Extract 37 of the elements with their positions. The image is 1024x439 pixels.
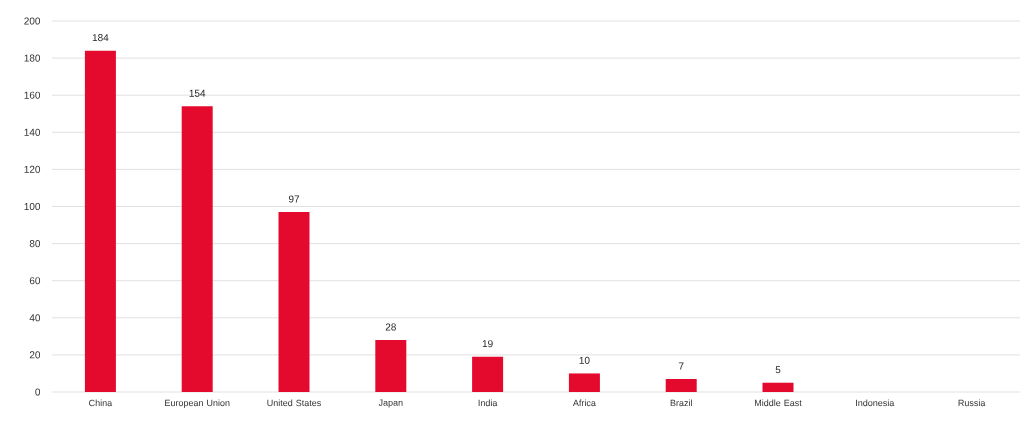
y-tick-label: 80 <box>29 240 41 248</box>
y-tick-label: 20 <box>29 351 41 359</box>
data-label: 184 <box>92 34 109 42</box>
y-tick-label: 60 <box>29 277 41 285</box>
bar <box>472 356 504 392</box>
y-tick-label: 140 <box>24 128 41 136</box>
x-tick-label: India <box>478 399 498 407</box>
x-tick-label: Russia <box>958 399 986 407</box>
bar <box>762 382 794 392</box>
x-tick-label: European Union <box>165 399 230 408</box>
y-tick-label: 0 <box>35 388 41 396</box>
x-tick-label: Africa <box>572 399 596 407</box>
data-label: 97 <box>288 195 300 203</box>
data-label: 10 <box>579 356 590 364</box>
x-tick-label: Indonesia <box>856 399 895 407</box>
x-tick-label: Middle East <box>754 399 802 407</box>
x-tick-label: Brazil <box>670 399 692 407</box>
bar <box>84 50 116 392</box>
data-label: 28 <box>385 323 396 331</box>
y-tick-label: 40 <box>29 314 41 322</box>
x-tick-label: United States <box>267 399 321 407</box>
bar <box>181 106 213 392</box>
data-label: 19 <box>482 340 493 348</box>
data-label: 7 <box>678 362 684 370</box>
data-label: 154 <box>189 89 206 97</box>
bar <box>568 373 600 392</box>
y-tick-label: 160 <box>24 91 41 99</box>
y-tick-label: 100 <box>24 202 41 211</box>
y-tick-label: 180 <box>24 54 41 62</box>
bar <box>665 379 697 392</box>
y-tick-label: 120 <box>24 165 41 173</box>
x-tick-label: Japan <box>378 399 403 408</box>
bar <box>375 340 407 392</box>
y-tick-label: 200 <box>24 17 41 25</box>
data-label: 5 <box>775 366 781 374</box>
x-tick-label: China <box>89 399 113 407</box>
bar <box>278 212 310 392</box>
